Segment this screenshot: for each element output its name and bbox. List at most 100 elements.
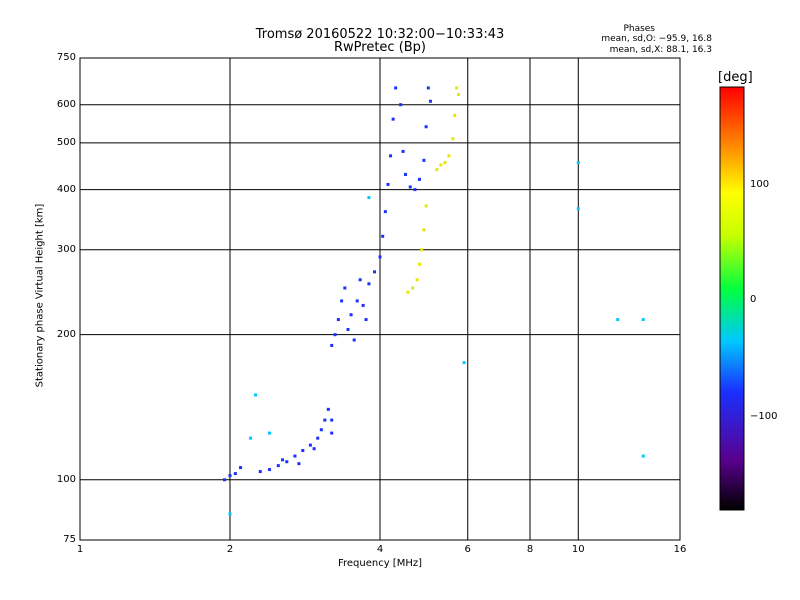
data-point [411,286,415,290]
y-tick-label: 75 [63,534,76,545]
x-tick-label: 1 [76,544,84,555]
data-point [361,303,365,307]
data-point [641,318,645,322]
data-point [415,278,419,282]
phase-x-mode: mean, sd,X: 88.1, 16.3 [609,45,712,55]
data-point [403,172,407,176]
data-point [394,86,398,90]
chart-title: Tromsø 20160522 10:32:00−10:33:43 [255,27,505,42]
data-point [435,168,439,172]
data-point [428,99,432,103]
phase-heading: Phases [623,24,655,34]
data-point [340,299,344,303]
y-tick-label: 500 [56,136,76,148]
data-point [330,418,334,422]
data-point [352,338,356,342]
data-point [293,454,297,458]
data-point [401,149,405,153]
colorbar-tick-0: 0 [750,294,757,305]
data-point [364,318,368,322]
data-point [223,478,227,482]
y-tick-label: 300 [56,243,76,255]
data-point [319,428,323,432]
x-axis-label: Frequency [MHz] [337,558,423,569]
y-tick-label: 600 [56,98,76,110]
data-point [422,158,426,162]
data-point [451,137,455,141]
data-point [333,333,337,337]
data-point [373,270,377,274]
x-tick-label: 6 [464,544,471,555]
data-point [616,318,620,322]
grid-lines [80,58,680,540]
data-point [297,462,301,466]
data-point [641,454,645,458]
data-point [576,207,580,211]
data-point [228,474,232,478]
data-point [389,154,393,158]
y-tick-label: 200 [56,328,76,340]
data-point [420,248,424,252]
data-point [391,117,395,121]
data-point [381,234,385,238]
data-point [233,472,237,476]
x-tick-label: 4 [376,544,384,555]
data-point [323,418,327,422]
y-tick-label: 750 [56,52,76,63]
y-tick-label: 100 [56,473,76,485]
data-point [258,470,262,474]
colorbar [719,86,745,511]
data-point [346,328,350,332]
data-point [367,282,371,286]
data-point [349,313,353,317]
data-point [326,407,330,411]
data-point [308,443,312,447]
data-point [417,262,421,266]
data-point [336,318,340,322]
data-point [447,154,451,158]
data-point [413,188,417,192]
data-point [228,512,232,516]
data-point [386,182,390,186]
x-tick-label: 8 [526,544,534,555]
data-point [439,163,443,167]
data-point [455,86,459,90]
data-point [424,204,428,208]
data-point [576,161,580,165]
data-point [301,449,305,453]
data-point [422,228,426,232]
data-point [249,436,253,440]
data-point [367,196,371,200]
data-point [355,299,359,303]
data-point [424,125,428,129]
data-point [267,431,271,435]
x-tick-label: 16 [673,544,687,555]
data-point [253,393,257,397]
data-point [383,210,387,214]
chart-subtitle: RwPretec (Bp) [333,40,427,55]
data-point [281,458,285,462]
colorbar-tick-100: 100 [750,179,770,190]
data-point [239,466,243,470]
data-point [343,286,347,290]
data-point [285,460,289,464]
data-point [417,177,421,181]
colorbar-tick-minus100: −100 [750,411,778,422]
colorbar-unit: [deg] [718,70,753,85]
data-point [399,103,403,107]
data-point [406,290,410,294]
x-tick-label: 2 [226,544,234,555]
phase-o-mode: mean, sd,O: −95.9, 16.8 [601,34,712,44]
data-point [408,185,412,189]
x-tick-label: 10 [571,544,585,555]
data-point [330,431,334,435]
data-point [462,361,466,365]
data-point [276,464,280,468]
data-point [358,278,362,282]
data-point [378,255,382,259]
y-tick-label: 400 [56,183,76,195]
data-point [267,468,271,472]
data-point [330,343,334,347]
data-point [426,86,430,90]
